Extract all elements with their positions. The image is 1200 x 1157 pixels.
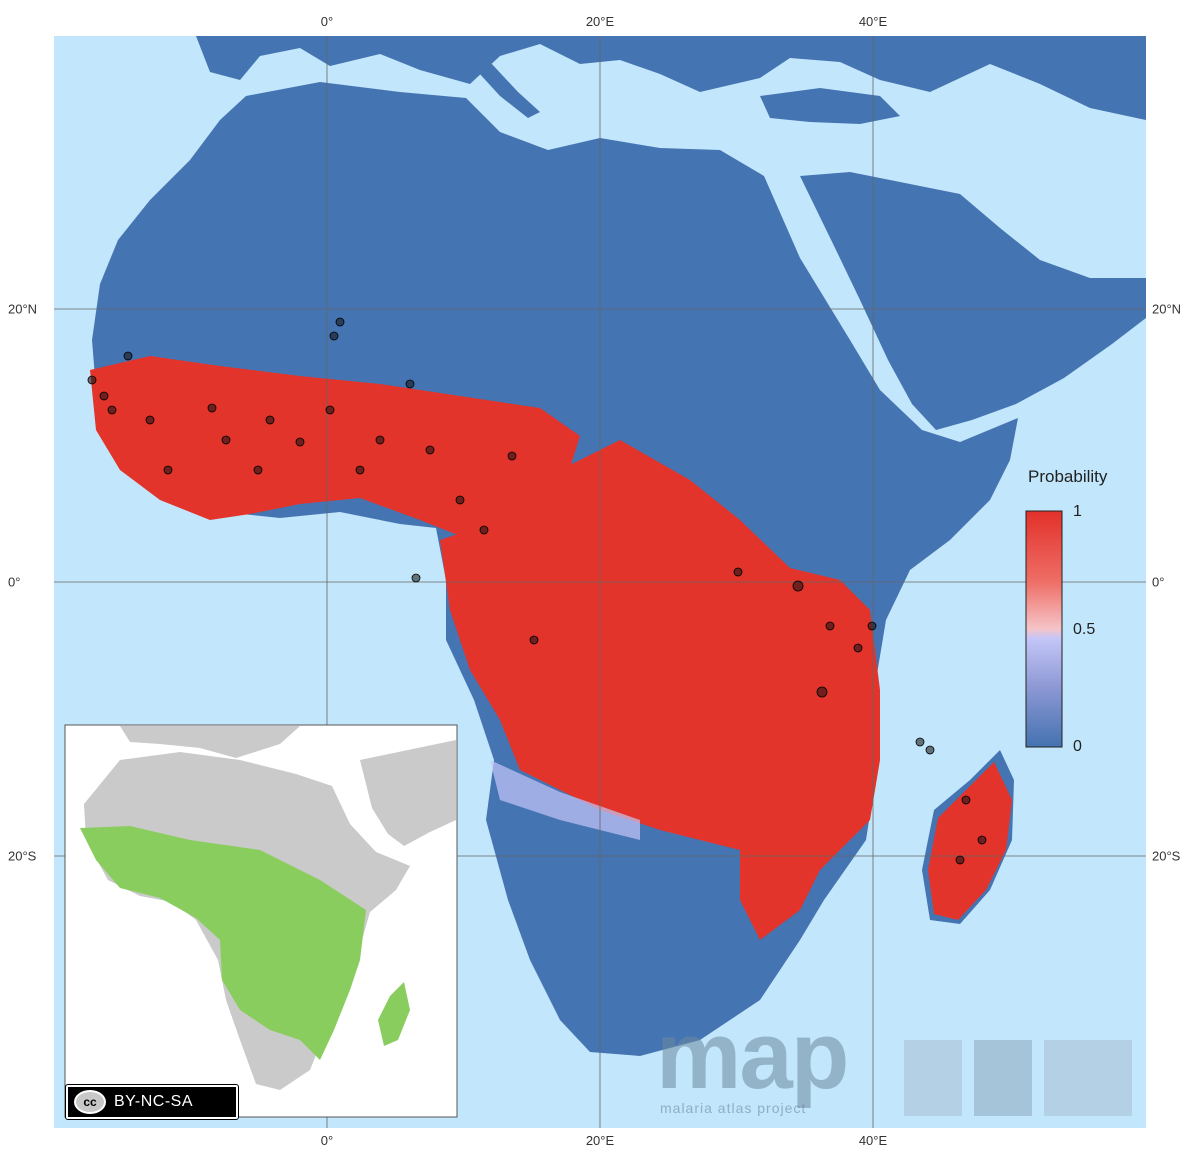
left-tick-20s: 20°S xyxy=(8,848,37,864)
central-africa-range xyxy=(440,440,880,940)
occurrence-point xyxy=(405,379,415,389)
inset-range xyxy=(80,826,366,1060)
occurrence-point xyxy=(295,437,305,447)
occurrence-point xyxy=(123,351,133,361)
west-africa-range xyxy=(90,356,580,540)
right-tick-20n: 20°N xyxy=(1152,301,1182,317)
occurrence-point xyxy=(325,405,335,415)
bottom-tick-0: 0° xyxy=(320,1133,334,1148)
occurrence-point xyxy=(507,451,517,461)
anatolia-land xyxy=(760,88,900,124)
inset-map xyxy=(64,724,458,1118)
occurrence-point xyxy=(977,835,987,845)
bottom-tick-20e: 20°E xyxy=(585,1133,615,1148)
occurrence-point xyxy=(867,621,877,631)
occurrence-point xyxy=(375,435,385,445)
region-tile-americas xyxy=(904,1040,962,1116)
license-text: BY-NC-SA xyxy=(114,1093,193,1110)
occurrence-point xyxy=(816,686,828,698)
legend-label-1: 1 xyxy=(1073,503,1082,520)
inset-europe-land xyxy=(120,726,300,758)
right-tick-20s: 20°S xyxy=(1152,848,1181,864)
occurrence-point xyxy=(207,403,217,413)
occurrence-point xyxy=(529,635,539,645)
range-fringe xyxy=(490,760,640,840)
occurrence-points xyxy=(87,317,987,865)
region-tile-asia xyxy=(1044,1040,1132,1116)
italy-land xyxy=(470,40,540,118)
occurrence-point xyxy=(355,465,365,475)
occurrence-point xyxy=(253,465,263,475)
occurrence-point xyxy=(825,621,835,631)
left-tick-20n: 20°N xyxy=(8,301,38,317)
arabia-land xyxy=(800,172,1146,430)
occurrence-point xyxy=(955,855,965,865)
main-map[interactable] xyxy=(54,36,1146,1128)
left-tick-0: 0° xyxy=(8,574,21,590)
occurrence-point xyxy=(221,435,231,445)
region-tile-africa xyxy=(974,1040,1032,1116)
legend-title: Probability xyxy=(1028,467,1108,486)
occurrence-point xyxy=(411,573,421,583)
occurrence-point xyxy=(329,331,339,341)
occurrence-point xyxy=(265,415,275,425)
legend-label-0: 0 xyxy=(1073,738,1082,755)
legend-label-0-5: 0.5 xyxy=(1073,621,1096,638)
cc-icon: cc xyxy=(74,1090,106,1114)
occurrence-point xyxy=(915,737,925,747)
madagascar-range xyxy=(928,762,1012,920)
license-badge[interactable]: cc BY-NC-SA xyxy=(65,1084,239,1120)
occurrence-point xyxy=(107,405,117,415)
map-logo-text: map xyxy=(656,1002,849,1109)
occurrence-point xyxy=(479,525,489,535)
occurrence-point xyxy=(99,391,109,401)
occurrence-point xyxy=(853,643,863,653)
occurrence-point xyxy=(145,415,155,425)
occurrence-point xyxy=(335,317,345,327)
occurrence-point xyxy=(961,795,971,805)
top-tick-20e: 20°E xyxy=(585,14,615,29)
occurrence-point xyxy=(455,495,465,505)
map-branding xyxy=(904,1040,1132,1116)
occurrence-point xyxy=(733,567,743,577)
inset-madagascar-range xyxy=(378,982,410,1046)
top-tick-40e: 40°E xyxy=(858,14,888,29)
legend-colorbar xyxy=(1025,510,1063,748)
right-tick-0: 0° xyxy=(1152,574,1165,590)
occurrence-point xyxy=(163,465,173,475)
map-tagline: malaria atlas project xyxy=(660,1100,807,1116)
occurrence-point xyxy=(925,745,935,755)
top-tick-0: 0° xyxy=(320,14,334,29)
inset-mideast-land xyxy=(360,740,456,846)
occurrence-point xyxy=(87,375,97,385)
occurrence-point xyxy=(792,580,804,592)
occurrence-point xyxy=(425,445,435,455)
bottom-tick-40e: 40°E xyxy=(858,1133,888,1148)
